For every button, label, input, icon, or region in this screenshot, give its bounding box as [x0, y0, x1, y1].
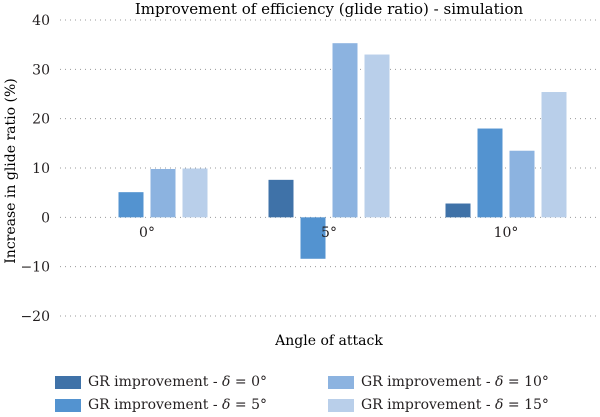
- bars: [118, 43, 567, 259]
- y-tick-label: 10: [32, 161, 50, 177]
- y-tick-label: 40: [32, 13, 50, 29]
- x-tick-label: 0°: [139, 225, 155, 241]
- x-axis-label: Angle of attack: [274, 333, 383, 349]
- bar: [118, 192, 144, 218]
- x-tick-labels: 0° 5° 10°: [139, 225, 518, 241]
- y-tick-label: 0: [41, 210, 50, 226]
- bar: [332, 43, 358, 218]
- x-tick-label: 10°: [494, 225, 519, 241]
- bar: [541, 92, 567, 218]
- y-tick-label: −20: [20, 309, 50, 325]
- bar: [364, 54, 390, 218]
- bar: [509, 150, 535, 218]
- y-tick-label: 30: [32, 62, 50, 78]
- bar: [268, 179, 294, 218]
- y-tick-label: −10: [20, 260, 50, 276]
- bar: [150, 168, 176, 218]
- x-tick-label: 5°: [321, 225, 337, 241]
- y-tick-labels: 40 30 20 10 0 −10 −20: [20, 13, 50, 325]
- bar: [477, 128, 503, 218]
- gridlines: [60, 19, 600, 317]
- chart-title: Improvement of efficiency (glide ratio) …: [135, 0, 524, 18]
- y-tick-label: 20: [32, 112, 50, 128]
- bar: [445, 203, 471, 218]
- bar: [300, 217, 326, 259]
- bar: [182, 168, 208, 218]
- y-axis-label: Increase in glide ratio (%): [3, 78, 19, 263]
